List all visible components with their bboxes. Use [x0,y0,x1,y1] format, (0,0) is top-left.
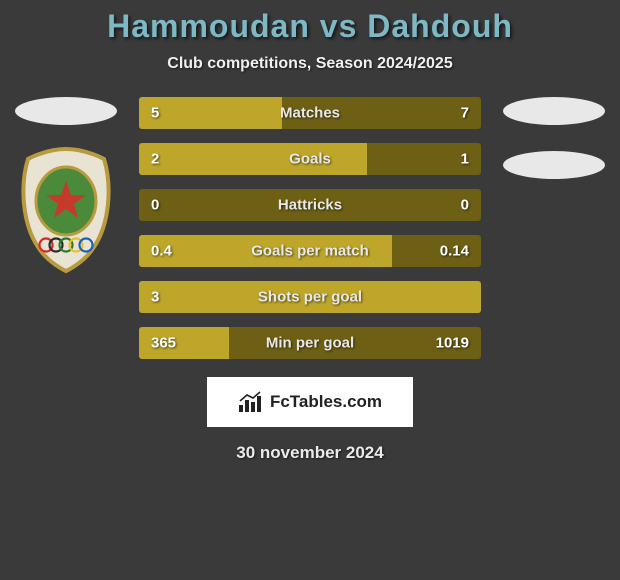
player-left-badge [15,145,117,275]
bar-label: Goals [289,151,331,168]
bar-left-fill [139,143,367,175]
bar-left-value: 5 [151,105,159,122]
player-left-oval [15,97,117,125]
brand-chart-icon [238,391,264,413]
stat-bars: 5 7 Matches 2 1 Goals 0 0 Hattricks 0.4 0.14 Goals … [139,97,481,359]
player-right-oval-1 [503,97,605,125]
bar-left-value: 2 [151,151,159,168]
bar-label: Hattricks [278,197,342,214]
stat-bar: 5 7 Matches [139,97,481,129]
bar-label: Min per goal [266,335,354,352]
player-right-oval-2 [503,151,605,179]
bar-left-value: 365 [151,335,176,352]
bar-label: Matches [280,105,340,122]
brand-box: FcTables.com [207,377,413,427]
stat-bar: 3 Shots per goal [139,281,481,313]
bar-label: Goals per match [251,243,369,260]
comparison-panel: 5 7 Matches 2 1 Goals 0 0 Hattricks 0.4 0.14 Goals … [0,97,620,359]
bar-left-value: 0 [151,197,159,214]
stat-bar: 0 0 Hattricks [139,189,481,221]
bar-left-value: 3 [151,289,159,306]
stat-bar: 2 1 Goals [139,143,481,175]
bar-right-value: 1 [461,151,469,168]
right-player-col [499,97,609,179]
bar-right-value: 0 [461,197,469,214]
stat-bar: 0.4 0.14 Goals per match [139,235,481,267]
bar-left-fill [139,97,282,129]
date-label: 30 november 2024 [0,443,620,463]
brand-text: FcTables.com [270,392,382,412]
bar-right-value: 0.14 [440,243,469,260]
bar-label: Shots per goal [258,289,362,306]
stat-bar: 365 1019 Min per goal [139,327,481,359]
bar-right-value: 1019 [436,335,469,352]
bar-right-value: 7 [461,105,469,122]
left-player-col [11,97,121,275]
page-title: Hammoudan vs Dahdouh [0,8,620,45]
club-crest-icon [16,145,116,275]
bar-left-value: 0.4 [151,243,172,260]
subtitle: Club competitions, Season 2024/2025 [0,55,620,73]
